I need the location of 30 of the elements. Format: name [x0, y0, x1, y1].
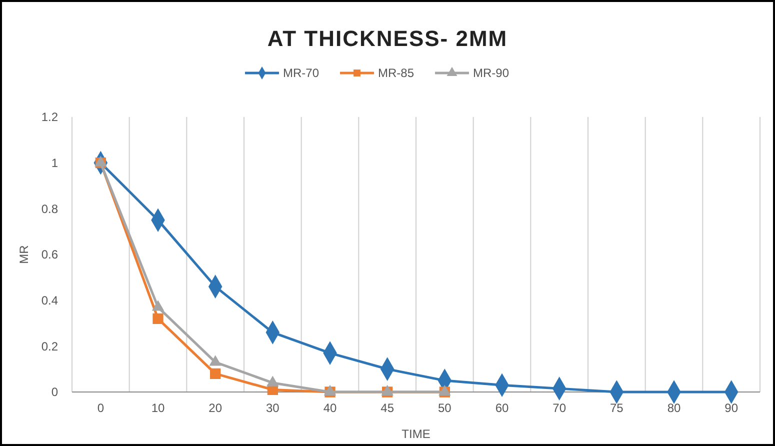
y-tick-label: 0.4 [41, 294, 58, 308]
legend-label: MR-70 [283, 66, 320, 80]
point [152, 300, 164, 311]
x-tick-label: 10 [151, 401, 165, 415]
y-tick-label: 1.2 [41, 110, 58, 124]
y-axis-title: MR [17, 244, 31, 264]
y-tick-label: 1 [51, 156, 58, 170]
legend-label: MR-90 [473, 66, 510, 80]
x-tick-label: 40 [323, 401, 337, 415]
point [266, 376, 278, 386]
x-tick-label: 30 [266, 401, 280, 415]
y-tick-label: 0.6 [41, 248, 58, 262]
point [210, 368, 221, 379]
x-tick-label: 75 [610, 401, 624, 415]
y-tick-label: 0 [51, 385, 58, 400]
point [210, 356, 222, 366]
x-tick-label: 45 [380, 401, 394, 415]
chart-title: AT THICKNESS- 2MM [267, 26, 508, 51]
x-axis-title: TIME [402, 427, 430, 441]
x-tick-label: 60 [495, 401, 509, 415]
x-tick-label: 50 [438, 401, 452, 415]
x-tick-label: 0 [97, 401, 104, 415]
x-tick-label: 70 [552, 401, 566, 415]
x-tick-label: 80 [667, 401, 681, 415]
y-tick-label: 0.2 [41, 339, 58, 354]
point [152, 313, 164, 324]
x-tick-label: 20 [208, 401, 222, 415]
y-tick-label: 0.8 [41, 202, 58, 216]
x-tick-label: 90 [724, 401, 738, 415]
legend-label: MR-85 [378, 66, 414, 80]
